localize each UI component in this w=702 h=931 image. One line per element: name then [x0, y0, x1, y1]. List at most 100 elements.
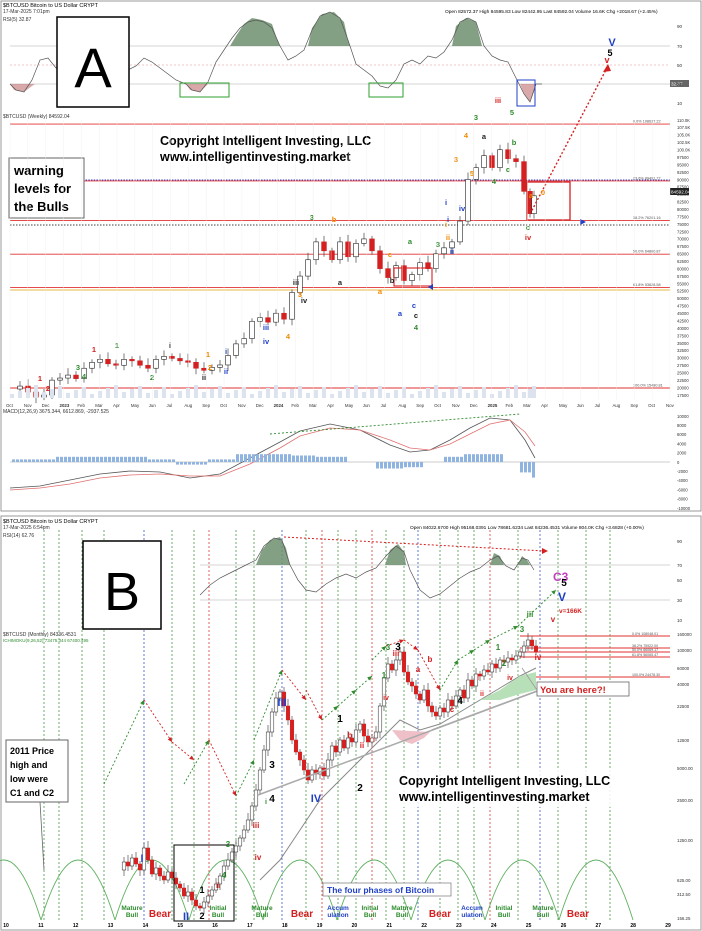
- macd-histogram-bar: [476, 454, 479, 462]
- copyright-line-1: Copyright Intelligent Investing, LLC: [160, 134, 371, 148]
- volume-bar: [338, 391, 342, 398]
- phase-label: Initial Bull: [210, 905, 227, 919]
- cycle-arrowhead: [485, 640, 490, 645]
- volume-bar: [138, 386, 142, 398]
- candle-body-b: [121, 861, 127, 871]
- wave-label: iii: [263, 323, 269, 332]
- volume-bar: [170, 394, 174, 398]
- candle-body-b: [509, 657, 515, 661]
- cycle-arrowhead: [140, 700, 145, 705]
- candle-body-b: [505, 657, 511, 663]
- candle-body-b: [169, 871, 175, 879]
- macd-histogram-bar: [244, 454, 247, 462]
- candle-body-b: [349, 737, 355, 743]
- phase-label: Mature Bull: [121, 905, 143, 919]
- macd-histogram-bar: [300, 455, 303, 462]
- rsi-divergence-arrow: [542, 548, 548, 554]
- warning-box: [8, 157, 85, 219]
- macd-histogram-bar: [120, 456, 123, 462]
- phase-label-part: ulation: [461, 912, 482, 919]
- price-tick: 52500: [677, 289, 689, 294]
- macd-histogram-bar: [328, 456, 331, 462]
- macd-histogram-bar: [464, 454, 467, 462]
- candle-body-b: [417, 693, 423, 701]
- panel-a-rsi-label: RSI(5) 32.87: [3, 17, 32, 23]
- candle-body-b: [369, 737, 375, 743]
- date-tick: 2025: [488, 403, 498, 408]
- date-tick: Mar: [309, 403, 317, 408]
- wave-label: b: [390, 276, 395, 285]
- candle-body-b: [161, 875, 167, 881]
- wave-label-b: a: [416, 665, 421, 674]
- volume-bar: [242, 387, 246, 398]
- candle-body: [473, 167, 479, 180]
- rsi-axis: 90 70 50 30 10: [677, 24, 683, 106]
- price-tick-b: 5000.00: [677, 766, 693, 771]
- year-tick: 19: [317, 923, 323, 929]
- wave-label: 2: [150, 373, 154, 382]
- date-tick: Dec: [470, 403, 479, 408]
- phase-label-part: Bull: [364, 912, 376, 919]
- wave-label-b: 2: [357, 783, 363, 794]
- panel-b-ichimoku-label: ICHIMOKU(9,26,52) 73475.344 67400.495: [3, 638, 89, 643]
- signal-line: [9, 419, 536, 491]
- candle-body-b: [141, 847, 147, 871]
- candle-body-b: [389, 663, 395, 671]
- cycle-arrowhead: [301, 695, 306, 700]
- year-tick: 18: [282, 923, 288, 929]
- candle-body-b: [321, 767, 327, 777]
- price-tick: 45000: [677, 311, 689, 316]
- wave-label-b: 1: [199, 885, 204, 895]
- wave-label: ii: [446, 233, 450, 242]
- candle-body-b: [517, 651, 523, 657]
- candle-body: [225, 355, 231, 366]
- date-tick: Jun: [577, 403, 585, 408]
- panel-a-rsi-pane: 32.87 90 70 50 30 10: [9, 11, 689, 107]
- date-tick: Nov: [666, 403, 675, 408]
- volume-bar: [234, 390, 238, 398]
- macd-histogram-bar: [444, 456, 447, 462]
- macd-histogram-bar: [496, 454, 499, 462]
- candle-body: [73, 374, 79, 379]
- candle-body: [233, 343, 239, 356]
- fib-label-b: 38.2% 75922.00: [632, 644, 658, 648]
- warning-line-1: warning: [13, 163, 64, 178]
- candle-body: [521, 161, 527, 192]
- candle-body-b: [397, 651, 403, 661]
- rsi-box-blue: [516, 79, 536, 107]
- macd-line: [9, 417, 536, 489]
- phase-label-part: Bull: [256, 912, 268, 919]
- wave-label-5: 5: [607, 48, 612, 58]
- macd-histogram-bar: [184, 462, 187, 465]
- candle-body-b: [229, 851, 235, 861]
- cycle-arrow: [183, 739, 210, 785]
- price-tick-b: 12500: [677, 738, 690, 743]
- year-tick: 20: [352, 923, 358, 929]
- wave-label-b: 3: [520, 625, 525, 634]
- candle-body: [281, 312, 287, 320]
- candle-body-b: [405, 671, 411, 683]
- macd-histogram-bar: [220, 459, 223, 462]
- candle-body-b: [129, 857, 135, 867]
- note-2011-box: [5, 739, 69, 803]
- phase-arc: [484, 859, 560, 921]
- price-tick: 40000: [677, 326, 689, 331]
- warning-line-3: the Bulls: [14, 199, 69, 214]
- price-tick: 47500: [677, 304, 689, 309]
- candle-body: [161, 356, 167, 360]
- rsi-tick-b: 10: [677, 618, 683, 623]
- rsi-oversold-fill: [520, 84, 536, 102]
- candle-body: [345, 241, 351, 258]
- consolidation-box: [173, 844, 235, 922]
- candle-body-b: [513, 655, 519, 661]
- candle-body-b: [157, 867, 163, 877]
- price-tick: 67500: [677, 244, 689, 249]
- copyright-bg-a: [157, 128, 405, 168]
- wave-label-v: v: [604, 55, 609, 65]
- wave-label: iv: [301, 296, 308, 305]
- macd-histogram-bar: [388, 462, 391, 469]
- cycle-arrowhead: [232, 791, 237, 796]
- macd-histogram-bar: [452, 456, 455, 462]
- rsi-tick: 90: [677, 24, 683, 29]
- candle-body-b: [365, 735, 371, 743]
